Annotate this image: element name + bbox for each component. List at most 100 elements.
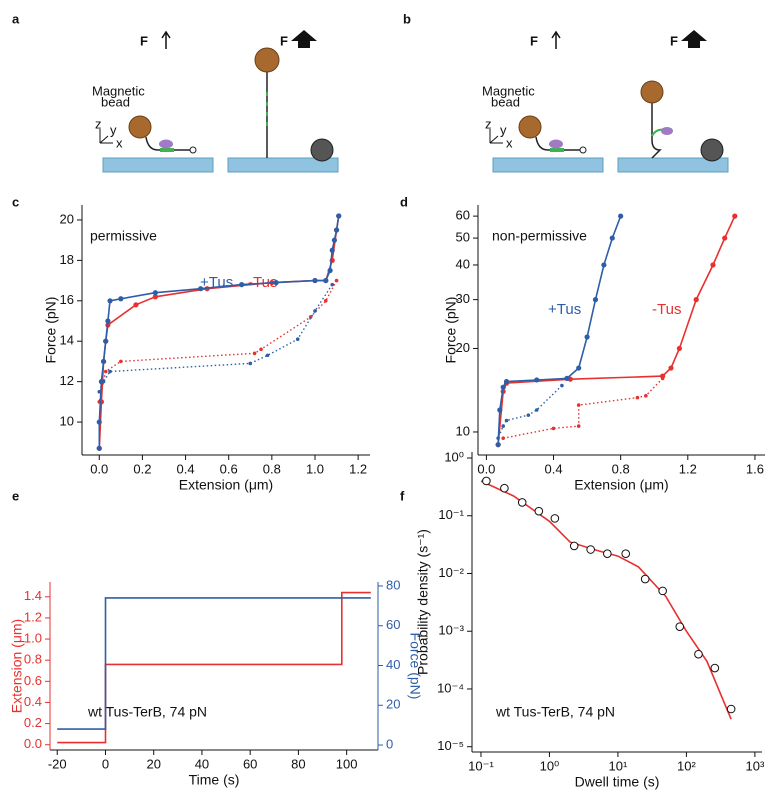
y-tick-label: 50 xyxy=(456,230,470,245)
series-line xyxy=(98,215,340,449)
data-point xyxy=(640,574,650,584)
data-point xyxy=(658,586,667,596)
data-point xyxy=(576,403,581,407)
bead xyxy=(310,138,334,162)
data-point xyxy=(239,282,245,288)
data-point xyxy=(694,649,703,659)
data-point xyxy=(576,424,581,428)
y-tick-label: 0.8 xyxy=(24,652,42,667)
data-point xyxy=(576,365,582,371)
annotation: wt Tus-TerB, 74 pN xyxy=(87,704,207,720)
y-tick-label: 0.4 xyxy=(24,694,42,709)
data-point xyxy=(329,247,335,253)
x-tick-label: 80 xyxy=(291,756,305,771)
chart: 10⁻¹ 10⁰ 10¹ 10² 10³ 10⁻⁵ 10⁻⁴ 10⁻³ 10⁻² 10⁻¹ 10⁰ D… xyxy=(415,449,765,789)
y-tick-label: 10⁻⁴ xyxy=(437,680,464,695)
series-line xyxy=(57,591,371,744)
data-point xyxy=(675,622,685,631)
y-axis-label: Probability density (s⁻¹) xyxy=(415,529,431,675)
data-point xyxy=(331,237,338,243)
dna-site xyxy=(550,148,564,152)
axis-glyph xyxy=(99,135,109,144)
y-tick-label: 12 xyxy=(60,373,74,388)
bead xyxy=(518,115,542,139)
y-tick-label: 0.0 xyxy=(24,736,42,751)
y2-tick-label: 20 xyxy=(386,697,400,712)
force-label: F xyxy=(670,33,678,48)
axis-glyph-label: y xyxy=(500,122,507,137)
y-tick-label: 1.2 xyxy=(24,609,42,624)
y-tick-label: 20 xyxy=(456,340,470,355)
data-point xyxy=(676,345,683,352)
annotation: non-permissive xyxy=(492,228,587,244)
data-point xyxy=(517,498,527,507)
data-point xyxy=(501,436,505,440)
data-point xyxy=(592,297,599,303)
data-point xyxy=(644,394,648,398)
y-tick-label: 16 xyxy=(60,292,74,307)
y-tick-label: 10 xyxy=(60,413,74,428)
data-point xyxy=(710,663,720,673)
data-point xyxy=(668,365,674,371)
data-point xyxy=(105,318,111,324)
data-point xyxy=(732,213,738,219)
data-point xyxy=(586,545,595,554)
x-tick-label: 0.8 xyxy=(263,461,281,476)
y-tick-label: 14 xyxy=(60,333,74,348)
surface xyxy=(617,157,729,173)
y-tick-label: 30 xyxy=(456,291,470,306)
x-tick-label: 100 xyxy=(336,756,358,771)
x-tick-label: 40 xyxy=(195,756,209,771)
y-axis-label: Force (pN) xyxy=(443,297,459,364)
data-point xyxy=(334,278,339,283)
bead xyxy=(700,138,724,162)
panel-label: a xyxy=(12,11,20,26)
data-point xyxy=(323,277,329,284)
force-label: F xyxy=(530,33,538,48)
y2-axis-label: Force (pN) xyxy=(407,633,423,700)
x-axis-label: Time (s) xyxy=(189,772,240,788)
bead-label: Magnetic xyxy=(92,83,145,98)
axis-glyph xyxy=(489,135,499,144)
panel-label: e xyxy=(12,488,19,503)
x-tick-label: 1.0 xyxy=(306,461,324,476)
data-point xyxy=(534,506,544,516)
data-point xyxy=(584,334,590,340)
data-point xyxy=(313,309,317,313)
y-tick-label: 20 xyxy=(60,211,74,226)
x-axis-label: Extension (μm) xyxy=(574,477,668,493)
x-tick-label: 0.8 xyxy=(612,461,630,476)
y-tick-label: 10⁰ xyxy=(444,449,464,464)
series-label: -Tus xyxy=(248,274,277,291)
hairpin xyxy=(579,146,587,154)
y-tick-label: 60 xyxy=(456,208,470,223)
data-point xyxy=(601,262,607,268)
dna-site xyxy=(160,148,174,152)
chart: 0.0 0.2 0.4 0.6 0.8 1.0 1.2 10 12 14 16 18 20 Extensi… xyxy=(43,205,370,493)
panel-label: c xyxy=(12,194,19,209)
series-label: +Tus xyxy=(200,274,233,291)
tus xyxy=(549,139,563,149)
data-point xyxy=(660,373,666,379)
data-point xyxy=(504,418,509,423)
axis-glyph-label: x xyxy=(116,135,123,150)
data-point xyxy=(497,407,503,413)
bead-label: Magnetic xyxy=(482,83,535,98)
x-tick-label: 0 xyxy=(102,756,109,771)
data-point xyxy=(621,549,631,559)
data-point xyxy=(635,395,640,400)
annotation: wt Tus-TerB, 74 pN xyxy=(495,704,615,720)
x-tick-label: 10⁰ xyxy=(540,758,560,773)
series-line xyxy=(497,385,563,439)
bead xyxy=(254,47,280,73)
y-axis-label: Extension (μm) xyxy=(9,619,25,713)
data-point xyxy=(327,267,333,274)
tus xyxy=(661,127,673,135)
y2-tick-label: 0 xyxy=(386,736,393,751)
data-point xyxy=(330,282,335,287)
data-point xyxy=(259,347,263,352)
data-point xyxy=(100,358,107,365)
x-tick-label: 0.2 xyxy=(133,461,151,476)
y-tick-label: 0.2 xyxy=(24,715,42,730)
data-point xyxy=(501,424,505,428)
